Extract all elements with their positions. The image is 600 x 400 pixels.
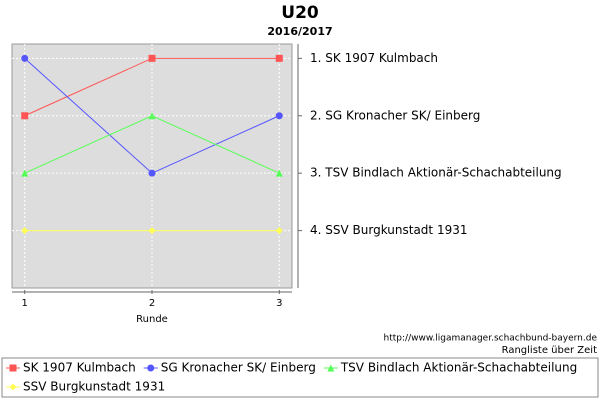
marker <box>275 227 283 235</box>
legend-item: SK 1907 Kulmbach <box>6 361 136 375</box>
marker <box>275 112 283 120</box>
legend-item: SSV Burgkunstadt 1931 <box>6 380 165 394</box>
legend-label: SSV Burgkunstadt 1931 <box>23 380 165 394</box>
chart-subtitle: 2016/2017 <box>267 25 332 38</box>
y-tick-label: 2. SG Kronacher SK/ Einberg <box>310 108 480 122</box>
x-axis-label: Runde <box>136 314 168 325</box>
x-tick-label: 1 <box>22 298 28 309</box>
marker <box>9 383 17 391</box>
x-tick-label: 3 <box>276 298 282 309</box>
marker <box>147 364 155 372</box>
legend-label: SK 1907 Kulmbach <box>23 361 136 375</box>
source: http://www.ligamanager.schachbund-bayern… <box>384 334 598 344</box>
note: Rangliste über Zeit <box>502 345 597 356</box>
legend-label: SG Kronacher SK/ Einberg <box>161 361 316 375</box>
x-tick-label: 2 <box>149 298 155 309</box>
marker <box>275 54 283 62</box>
marker <box>275 169 283 177</box>
legend-box <box>1 357 599 398</box>
marker <box>9 364 17 372</box>
legend-item: TSV Bindlach Aktionär-Schachabteilung <box>323 361 577 375</box>
marker <box>21 54 29 62</box>
y-tick-label: 4. SSV Burgkunstadt 1931 <box>310 223 467 237</box>
marker <box>327 364 335 372</box>
legend-label: TSV Bindlach Aktionär-Schachabteilung <box>340 361 577 375</box>
marker <box>21 112 29 120</box>
y-tick-label: 1. SK 1907 Kulmbach <box>310 51 438 65</box>
marker <box>21 169 29 177</box>
marker <box>21 227 29 235</box>
marker <box>148 112 156 120</box>
marker <box>148 169 156 177</box>
legend-item: SG Kronacher SK/ Einberg <box>143 361 316 375</box>
marker <box>148 227 156 235</box>
chart-title: U20 <box>281 3 319 23</box>
y-tick-label: 3. TSV Bindlach Aktionär-Schachabteilung <box>310 166 562 180</box>
marker <box>148 54 156 62</box>
